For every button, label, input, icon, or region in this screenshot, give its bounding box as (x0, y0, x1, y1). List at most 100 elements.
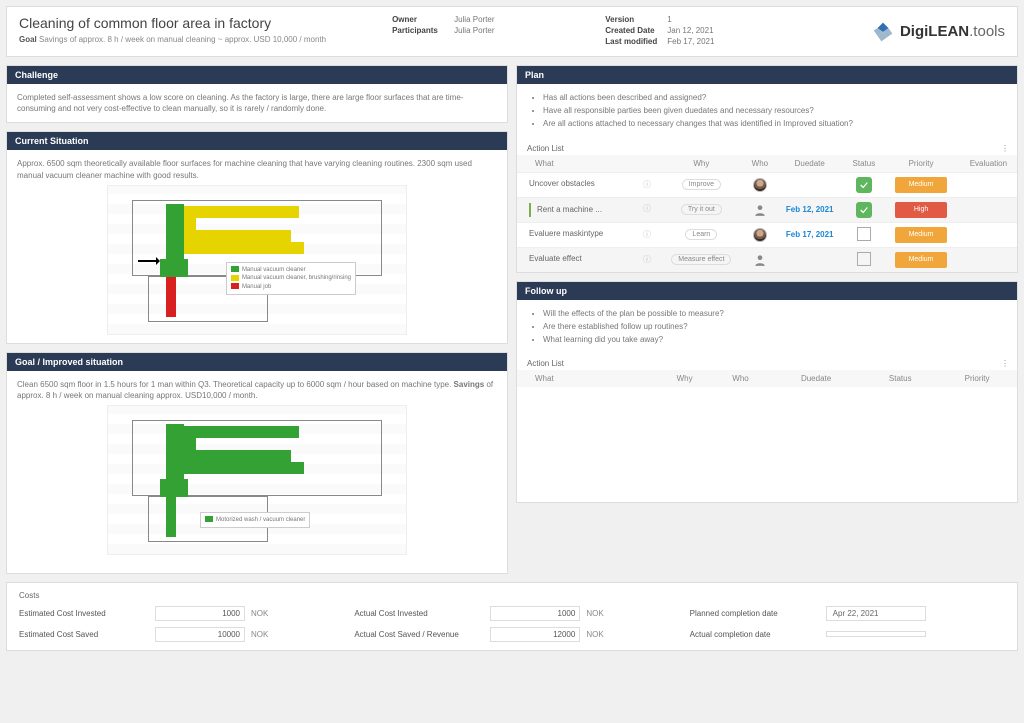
goal-line: Goal Savings of approx. 8 h / week on ma… (19, 35, 392, 44)
followup-bullet: Will the effects of the plan be possible… (543, 308, 1007, 319)
column-header: Priority (937, 370, 1017, 387)
panel-body-plan: Has all actions been described and assig… (517, 84, 1017, 140)
panel-title-plan: Plan (517, 66, 1017, 84)
logo-text: DigiLEAN.tools (900, 23, 1005, 40)
floorplan-block (166, 424, 184, 479)
duedate[interactable]: Feb 12, 2021 (786, 205, 834, 214)
status-check-icon[interactable] (856, 202, 872, 218)
followup-bullet: Are there established follow up routines… (543, 321, 1007, 332)
avatar[interactable] (753, 178, 767, 192)
followup-table-header: WhatWhyWhoDuedateStatusPriority (517, 370, 1017, 387)
cost-row: Actual Cost InvestedNOK (354, 606, 669, 621)
cost-value-input[interactable] (155, 606, 245, 621)
column-header: Duedate (774, 155, 845, 173)
cost-value-input[interactable] (490, 606, 580, 621)
plan-table-header: WhatWhyWhoDuedateStatusPriorityEvaluatio… (517, 155, 1017, 173)
meta-version-block: Version1 Created DateJan 12, 2021 Last m… (605, 15, 818, 48)
cost-unit: NOK (251, 609, 277, 618)
cost-row: Estimated Cost SavedNOK (19, 627, 334, 642)
current-text: Approx. 6500 sqm theoretically available… (17, 159, 472, 179)
legend-goal: Motorized wash / vacuum cleaner (200, 512, 310, 528)
version-value: 1 (667, 15, 671, 24)
created-label: Created Date (605, 26, 667, 35)
page-title: Cleaning of common floor area in factory (19, 15, 392, 31)
panel-title-followup: Follow up (517, 282, 1017, 300)
avatar-generic-icon[interactable] (753, 203, 767, 217)
column-header: What (517, 370, 657, 387)
action-what: Evaluere maskintype (529, 229, 603, 238)
panel-body-goal: Clean 6500 sqm floor in 1.5 hours for 1 … (7, 371, 507, 563)
column-header: Duedate (769, 370, 864, 387)
cost-label: Estimated Cost Saved (19, 630, 149, 639)
table-row[interactable]: Rent a machine ... ⓘTry it outFeb 12, 20… (517, 197, 1017, 222)
goal-text-pre: Clean 6500 sqm floor in 1.5 hours for 1 … (17, 380, 454, 389)
info-icon[interactable]: ⓘ (643, 179, 651, 190)
floorplan-block (184, 242, 304, 254)
cost-value-input[interactable] (490, 627, 580, 642)
cost-unit: NOK (586, 630, 612, 639)
info-icon[interactable]: ⓘ (643, 254, 651, 265)
logo-icon (872, 21, 894, 43)
participants-label: Participants (392, 26, 454, 35)
why-pill[interactable]: Improve (682, 179, 721, 190)
floorplan-block (184, 462, 304, 474)
version-label: Version (605, 15, 667, 24)
floorplan-block (166, 204, 184, 259)
column-header: Evaluation (960, 155, 1017, 173)
column-header: Status (845, 155, 882, 173)
column-header: Status (863, 370, 937, 387)
priority-badge[interactable]: Medium (895, 252, 947, 268)
column-header: Priority (882, 155, 959, 173)
table-row[interactable]: Evaluere maskintype ⓘ Learn Feb 17, 2021 Me… (517, 222, 1017, 247)
costs-title: Costs (19, 591, 1005, 600)
floorplan-goal: Motorized wash / vacuum cleaner (107, 405, 407, 555)
cost-date-input[interactable]: Apr 22, 2021 (826, 606, 926, 621)
priority-badge[interactable]: High (895, 202, 947, 218)
cost-row: Actual completion date (690, 630, 1005, 639)
floorplan-block (166, 497, 176, 537)
legend-current: Manual vacuum cleanerManual vacuum clean… (226, 262, 356, 295)
table-row[interactable]: Uncover obstacles ⓘImproveMedium (517, 172, 1017, 197)
column-header: What (517, 155, 657, 173)
owner-value: Julia Porter (454, 15, 494, 24)
avatar[interactable] (753, 228, 767, 242)
panel-body-followup: Will the effects of the plan be possible… (517, 300, 1017, 356)
why-pill[interactable]: Learn (685, 229, 717, 240)
goal-label: Goal (19, 35, 37, 44)
plan-bullets: Has all actions been described and assig… (527, 92, 1007, 130)
status-checkbox[interactable] (857, 227, 871, 241)
status-check-icon[interactable] (856, 177, 872, 193)
status-checkbox[interactable] (857, 252, 871, 266)
plan-bullet: Has all actions been described and assig… (543, 92, 1007, 103)
panel-costs: Costs Estimated Cost InvestedNOKActual C… (6, 582, 1018, 651)
info-icon[interactable]: ⓘ (643, 203, 651, 214)
floorplan-block (184, 438, 196, 462)
cost-date-input[interactable] (826, 631, 926, 637)
table-row[interactable]: Evaluate effect ⓘ Measure effect Medium (517, 247, 1017, 272)
avatar-generic-icon[interactable] (753, 253, 767, 267)
action-what: Evaluate effect (529, 254, 582, 263)
cost-row: Actual Cost Saved / RevenueNOK (354, 627, 669, 642)
plan-action-list-label: Action List ⋮ (527, 144, 1017, 153)
priority-badge[interactable]: Medium (895, 227, 947, 243)
panel-plan: Plan Has all actions been described and … (516, 65, 1018, 273)
panel-title-goal: Goal / Improved situation (7, 353, 507, 371)
panel-current: Current Situation Approx. 6500 sqm theor… (6, 131, 508, 343)
panel-body-challenge: Completed self-assessment shows a low sc… (7, 84, 507, 122)
why-pill[interactable]: Measure effect (671, 254, 731, 265)
more-icon[interactable]: ⋮ (1001, 144, 1009, 153)
logo: DigiLEAN.tools (818, 15, 1005, 48)
column-header: Why (657, 155, 746, 173)
floorplan-current: Manual vacuum cleanerManual vacuum clean… (107, 185, 407, 335)
cost-label: Estimated Cost Invested (19, 609, 149, 618)
cost-label: Actual Cost Invested (354, 609, 484, 618)
panel-goal: Goal / Improved situation Clean 6500 sqm… (6, 352, 508, 574)
owner-label: Owner (392, 15, 454, 24)
info-icon[interactable]: ⓘ (643, 229, 651, 240)
cost-value-input[interactable] (155, 627, 245, 642)
priority-badge[interactable]: Medium (895, 177, 947, 193)
modified-value: Feb 17, 2021 (667, 37, 714, 46)
why-pill[interactable]: Try it out (681, 204, 722, 215)
more-icon[interactable]: ⋮ (1001, 359, 1009, 368)
duedate[interactable]: Feb 17, 2021 (786, 230, 834, 239)
